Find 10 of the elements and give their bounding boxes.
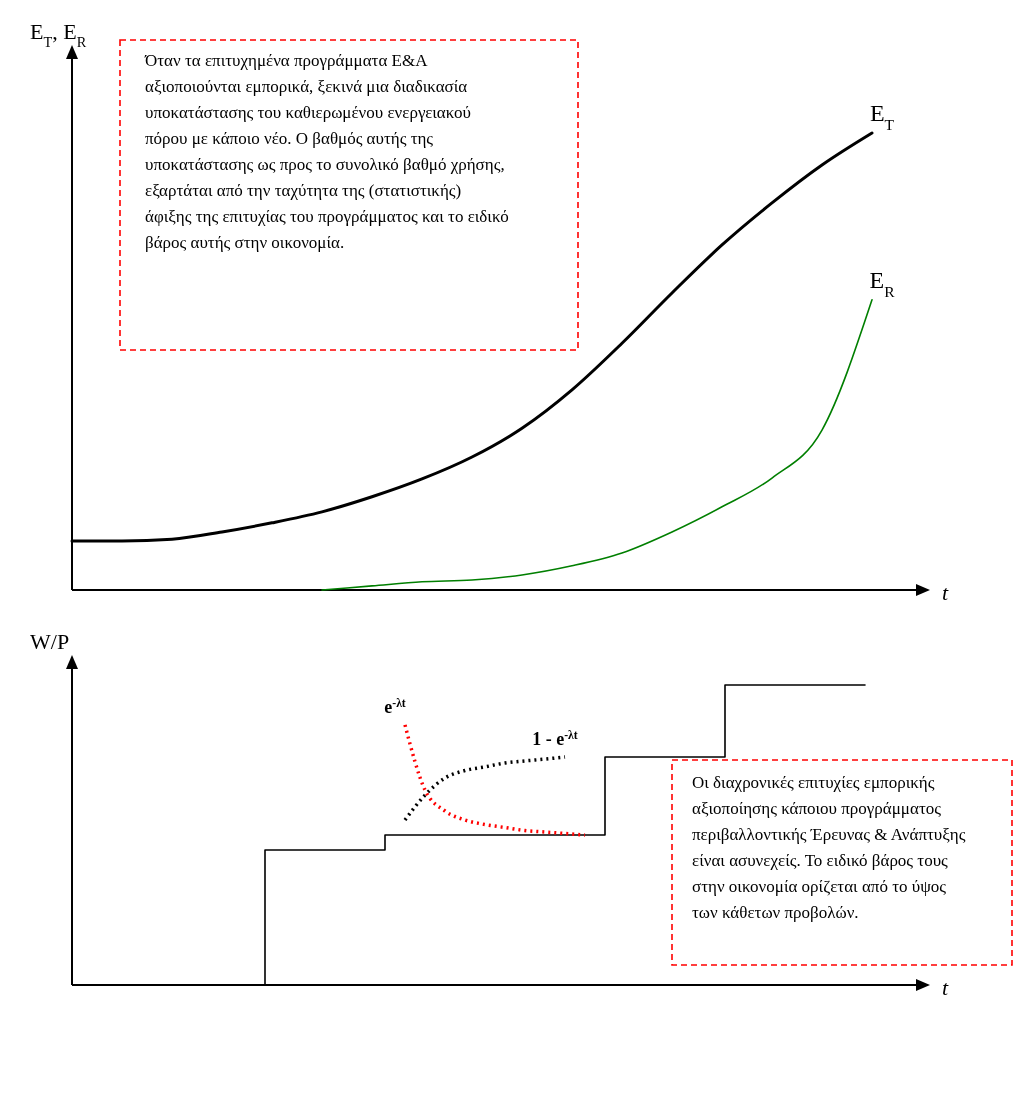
y-axis-title: W/P xyxy=(30,629,70,654)
x-axis-title: t xyxy=(942,975,949,1000)
annotation: Όταν τα επιτυχημένα προγράμματα Ε&Α αξιοποιούνται εμπορικά, ξεκινά μια διαδικασία υποκατάστασης του καθιερωμένου ενεργειακού πόρου με κάποιο νέο. Ο βαθμός αυτής της υποκατάστασης ως προς το συνολικό βαθμό χρήσης, εξαρτάται από την ταχύτητα της (στατιστικής) άφιξης της επιτυχίας του προγράμματος και το ειδικό βάρος αυτής στην οικονομία. xyxy=(144,51,509,252)
x-axis-title: t xyxy=(942,580,949,605)
annotation: Οι διαχρονικές επιτυχίες εμπορικής αξιοποίησης κάποιου προγράμματος περιβαλλοντικής Έρευνας & Ανάπτυξης είναι ασυνεχείς. Το ειδικό βάρος τους στην οικονομία ορίζεται από το ύψος των κάθετων προβολών. xyxy=(692,773,966,922)
y-axis-title: E$_{T}$, E$_{R}$ xyxy=(30,19,87,50)
series-label: 1 - e$^{-λt}$ xyxy=(532,728,578,749)
series-label: e$^{-λt}$ xyxy=(384,696,406,717)
series-label: E$_{T}$ xyxy=(869,100,895,133)
series-label: E$_{R}$ xyxy=(869,266,896,300)
